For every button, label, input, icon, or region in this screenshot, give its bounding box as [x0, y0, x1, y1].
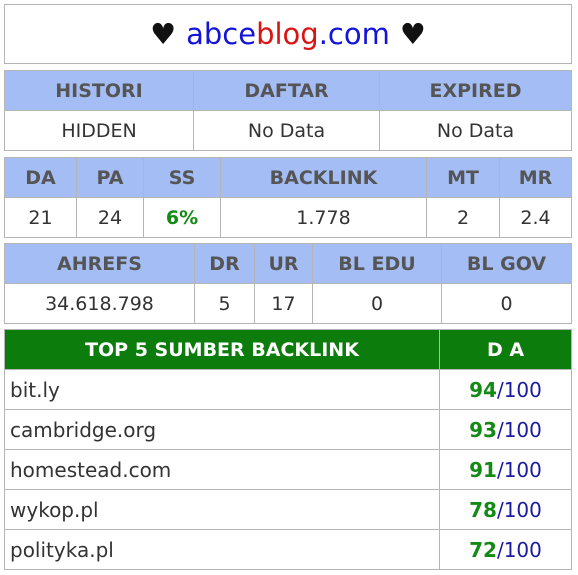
value-daftar: No Data: [194, 111, 380, 151]
backlink-da: 91/100: [440, 450, 572, 490]
value-expired: No Data: [380, 111, 572, 151]
value-bl-gov: 0: [442, 284, 572, 324]
value-mr: 2.4: [500, 198, 572, 238]
header-dr: DR: [195, 244, 255, 284]
site-title: ♥ abceblog.com ♥: [4, 4, 572, 64]
value-da: 21: [5, 198, 77, 238]
backlink-da: 78/100: [440, 490, 572, 530]
header-backlink: BACKLINK: [221, 158, 427, 198]
header-ss: SS: [144, 158, 221, 198]
table-row: wykop.pl 78/100: [5, 490, 572, 530]
value-bl-edu: 0: [313, 284, 442, 324]
backlink-da: 94/100: [440, 370, 572, 410]
site-name-link[interactable]: abceblog.com: [186, 17, 390, 51]
heart-icon: ♥: [400, 17, 426, 51]
header-ahrefs: AHREFS: [5, 244, 195, 284]
table-row: homestead.com 91/100: [5, 450, 572, 490]
table-row: bit.ly 94/100: [5, 370, 572, 410]
top5-backlink-table: TOP 5 SUMBER BACKLINK D A bit.ly 94/100 …: [4, 329, 572, 570]
value-ur: 17: [255, 284, 313, 324]
header-mt: MT: [427, 158, 500, 198]
history-table: HISTORI DAFTAR EXPIRED HIDDEN No Data No…: [4, 70, 572, 151]
backlink-domain[interactable]: polityka.pl: [5, 530, 440, 570]
header-histori: HISTORI: [5, 71, 194, 111]
value-dr: 5: [195, 284, 255, 324]
header-top5-da: D A: [440, 330, 572, 370]
header-da: DA: [5, 158, 77, 198]
value-histori: HIDDEN: [5, 111, 194, 151]
value-pa: 24: [77, 198, 144, 238]
backlink-domain[interactable]: wykop.pl: [5, 490, 440, 530]
backlink-domain[interactable]: bit.ly: [5, 370, 440, 410]
value-ss: 6%: [144, 198, 221, 238]
table-row: polityka.pl 72/100: [5, 530, 572, 570]
header-bl-edu: BL EDU: [313, 244, 442, 284]
backlink-da: 93/100: [440, 410, 572, 450]
backlink-domain[interactable]: homestead.com: [5, 450, 440, 490]
header-mr: MR: [500, 158, 572, 198]
backlink-domain[interactable]: cambridge.org: [5, 410, 440, 450]
heart-icon: ♥: [150, 17, 176, 51]
value-ahrefs: 34.618.798: [5, 284, 195, 324]
header-top5-source: TOP 5 SUMBER BACKLINK: [5, 330, 440, 370]
metrics-table: DA PA SS BACKLINK MT MR 21 24 6% 1.778 2…: [4, 157, 572, 238]
header-ur: UR: [255, 244, 313, 284]
backlink-da: 72/100: [440, 530, 572, 570]
header-bl-gov: BL GOV: [442, 244, 572, 284]
value-mt: 2: [427, 198, 500, 238]
header-expired: EXPIRED: [380, 71, 572, 111]
ahrefs-table: AHREFS DR UR BL EDU BL GOV 34.618.798 5 …: [4, 243, 572, 324]
header-daftar: DAFTAR: [194, 71, 380, 111]
header-pa: PA: [77, 158, 144, 198]
value-backlink: 1.778: [221, 198, 427, 238]
table-row: cambridge.org 93/100: [5, 410, 572, 450]
